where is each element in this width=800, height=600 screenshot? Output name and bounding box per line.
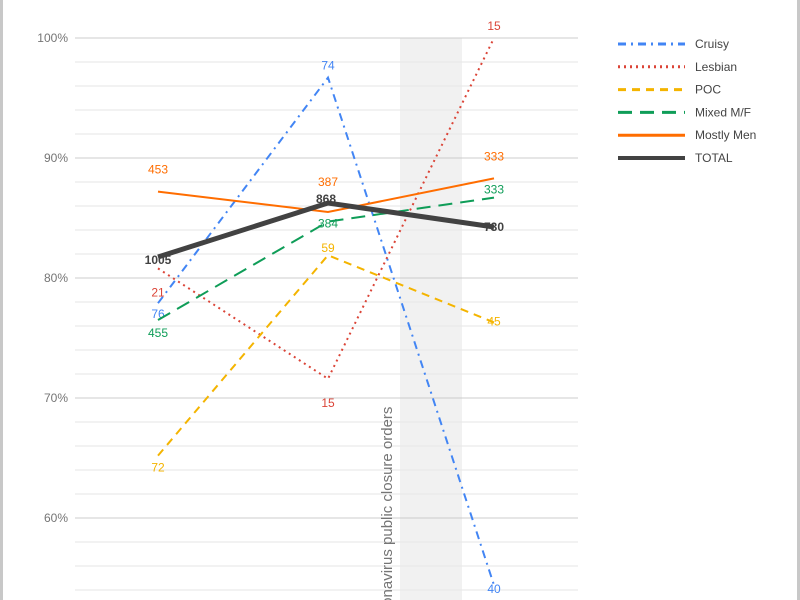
data-label: 45	[487, 314, 501, 328]
series-line-mixed-m-f	[157, 196, 495, 321]
data-label: 455	[148, 326, 168, 340]
legend-label: POC	[695, 83, 721, 97]
data-label: 730	[484, 220, 504, 234]
legend-label: TOTAL	[695, 151, 733, 165]
legend-label: Mostly Men	[695, 128, 756, 142]
data-label: 333	[484, 149, 504, 163]
data-label: 74	[321, 59, 335, 73]
data-label: 384	[318, 217, 338, 231]
annotation-label: Coronavirus public closure orders	[379, 407, 396, 600]
series-line-total	[157, 200, 495, 260]
y-tick-label: 60%	[44, 511, 68, 525]
legend-label: Lesbian	[695, 60, 737, 74]
data-label: 15	[321, 396, 335, 410]
data-label: 868	[316, 192, 336, 206]
data-label: 1005	[145, 253, 172, 267]
legend-label: Cruisy	[695, 37, 729, 51]
data-label: 72	[151, 461, 165, 475]
y-tick-label: 70%	[44, 391, 68, 405]
data-label: 453	[148, 163, 168, 177]
data-label: 21	[151, 285, 165, 299]
data-label: 387	[318, 175, 338, 189]
series-line-lesbian	[157, 37, 495, 381]
data-label: 59	[321, 241, 335, 255]
y-tick-label: 90%	[44, 151, 68, 165]
data-label: 333	[484, 183, 504, 197]
data-label: 15	[487, 19, 501, 33]
series-line-cruisy	[157, 75, 495, 586]
legend-label: Mixed M/F	[695, 105, 751, 119]
data-label: 40	[487, 582, 501, 596]
y-tick-label: 100%	[37, 31, 68, 45]
y-tick-label: 80%	[44, 271, 68, 285]
series-line-mostly-men	[157, 177, 495, 214]
annotation-band	[400, 38, 462, 600]
series-line-poc	[157, 254, 495, 457]
